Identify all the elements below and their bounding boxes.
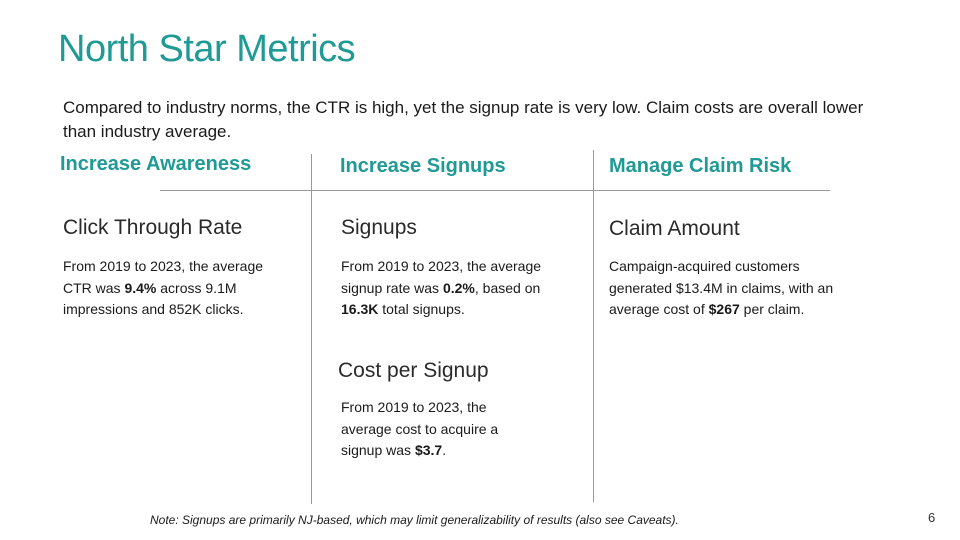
desc-text: From 2019 to 2023, the average CTR was — [63, 258, 264, 296]
metric-title-ctr: Click Through Rate — [63, 216, 243, 239]
column-divider-1 — [311, 154, 312, 504]
desc-highlight-value: $267 — [708, 301, 740, 317]
desc-text: per claim. — [739, 301, 805, 317]
desc-text: Campaign-acquired customers generated $1… — [609, 258, 834, 317]
desc-highlight-value: $3.7 — [414, 442, 443, 458]
desc-text: From 2019 to 2023, the average cost to a… — [341, 399, 499, 458]
column-heading-claim-risk: Manage Claim Risk — [609, 155, 792, 177]
metric-desc-claim-amount: Campaign-acquired customers generated $1… — [609, 256, 834, 321]
desc-text: . — [442, 442, 447, 458]
desc-text: , based on — [474, 279, 541, 296]
desc-highlight-value: 0.2% — [442, 279, 475, 296]
metric-title-cost-per-signup: Cost per Signup — [338, 359, 489, 382]
metric-title-claim-amount: Claim Amount — [609, 217, 740, 240]
column-divider-2 — [593, 150, 594, 502]
column-heading-signups: Increase Signups — [340, 155, 506, 177]
metric-desc-cost-per-signup: From 2019 to 2023, the average cost to a… — [341, 397, 531, 462]
page-number: 6 — [928, 510, 936, 525]
heading-divider — [160, 190, 830, 191]
metric-title-signups: Signups — [341, 216, 417, 239]
desc-text: across 9.1M impressions and 852K clicks. — [63, 279, 244, 318]
desc-text: total signups. — [378, 301, 465, 317]
footnote: Note: Signups are primarily NJ-based, wh… — [150, 513, 679, 527]
intro-text: Compared to industry norms, the CTR is h… — [63, 98, 864, 141]
slide-title: North Star Metrics — [58, 28, 356, 70]
metric-desc-signups: From 2019 to 2023, the average signup ra… — [341, 256, 561, 321]
metric-desc-ctr: From 2019 to 2023, the average CTR was 9… — [63, 256, 288, 321]
desc-highlight-value: 16.3K — [341, 301, 379, 317]
desc-text: From 2019 to 2023, the average signup ra… — [341, 258, 542, 296]
column-heading-awareness: Increase Awareness — [60, 153, 252, 175]
desc-highlight-value: 9.4% — [124, 279, 157, 296]
